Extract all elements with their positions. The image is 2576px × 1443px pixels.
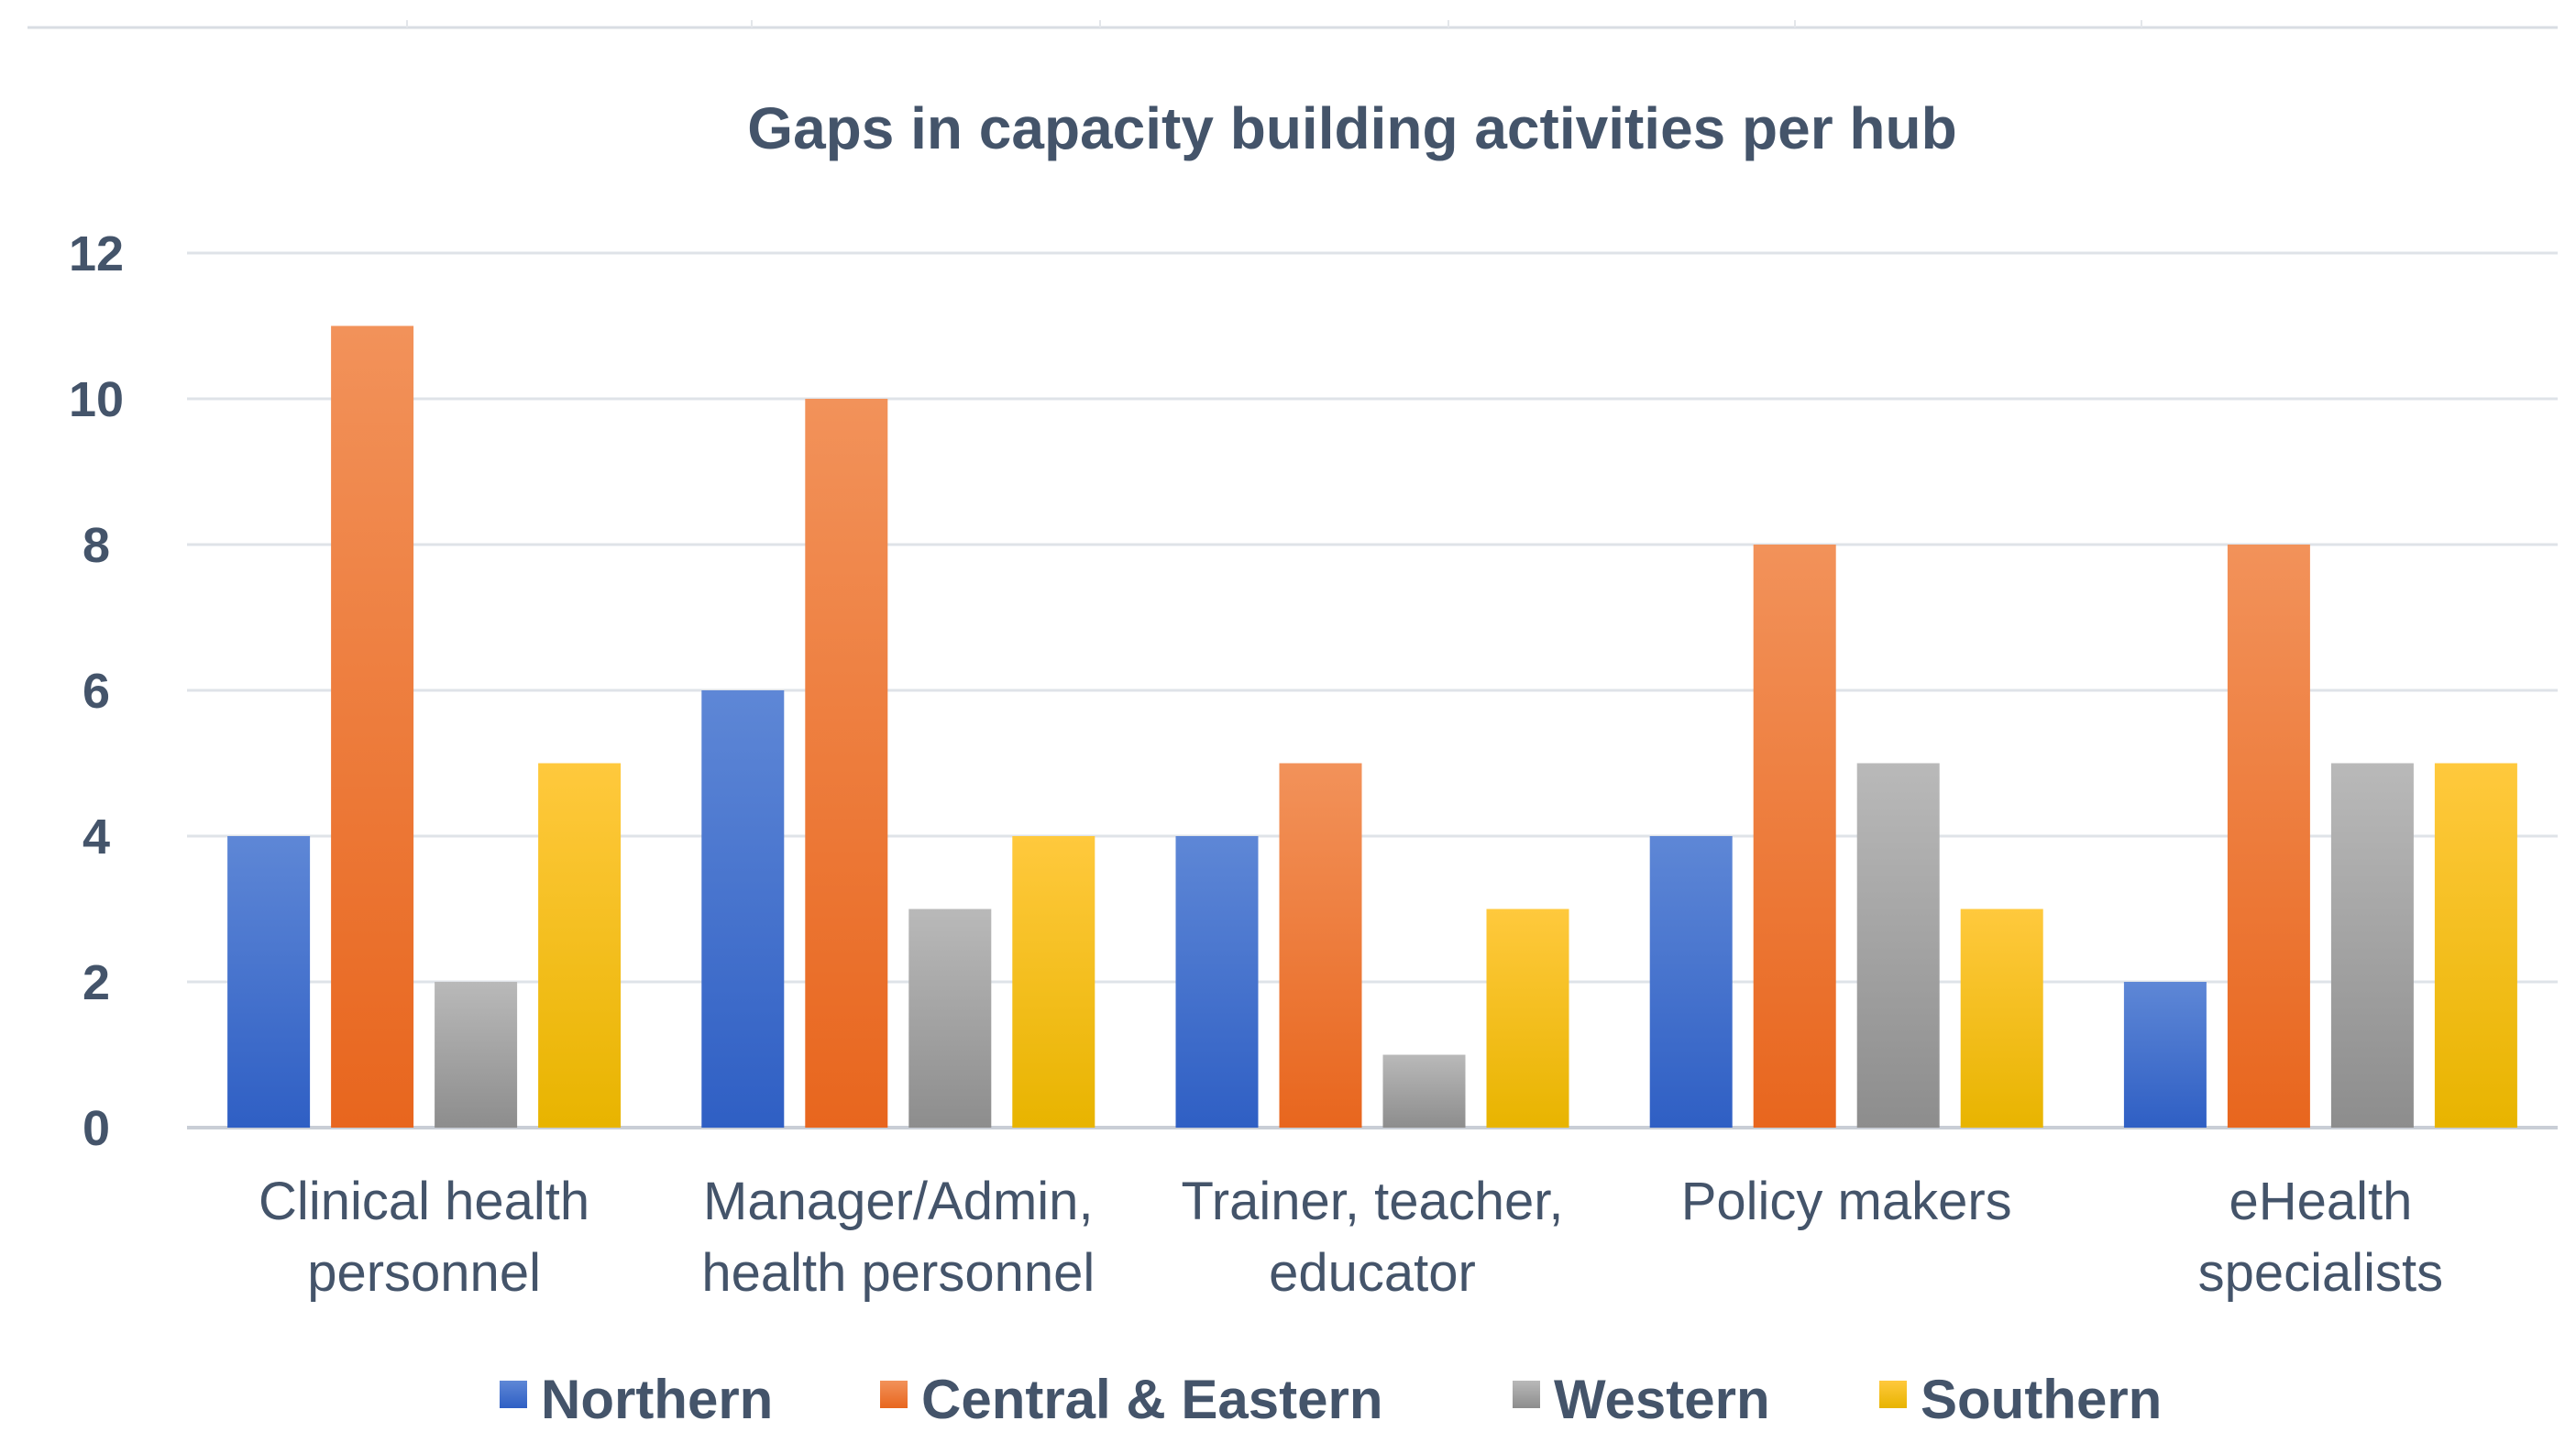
legend: Northern Central & Eastern Western Southern [500, 1369, 2162, 1430]
bars [227, 325, 2517, 1128]
bar-northern-3 [1649, 836, 1733, 1128]
x-category-label-line: Policy makers [1681, 1172, 2012, 1231]
y-tick-label: 8 [83, 518, 110, 573]
bar-western-3 [1856, 763, 1940, 1128]
bar-southern-0 [538, 763, 622, 1128]
legend-swatch [1513, 1381, 1540, 1408]
legend-swatch [880, 1381, 908, 1408]
bar-central-eastern-4 [2227, 545, 2310, 1128]
y-tick-label: 6 [83, 664, 110, 719]
bar-central-eastern-3 [1753, 545, 1836, 1128]
x-category-label: Manager/Admin, health personnel [701, 1172, 1095, 1303]
bar-northern-2 [1175, 836, 1259, 1128]
bar-western-4 [2330, 763, 2414, 1128]
legend-label: Northern [541, 1369, 773, 1430]
chart-top-border [28, 20, 2558, 29]
bar-western-1 [908, 909, 992, 1128]
legend-label: Western [1554, 1369, 1770, 1430]
x-category-label: Policy makers [1681, 1172, 2012, 1231]
chart-title: Gaps in capacity building activities per… [747, 95, 1956, 161]
x-category-label-line: Manager/Admin, [703, 1172, 1094, 1231]
bar-western-0 [435, 982, 518, 1128]
gridlines [187, 251, 2558, 1129]
x-category-label-line: eHealth [2229, 1172, 2412, 1231]
bar-central-eastern-1 [805, 399, 888, 1128]
bar-western-2 [1382, 1054, 1466, 1128]
x-category-label-line: Clinical health [259, 1172, 589, 1231]
y-tick-label: 4 [83, 810, 110, 865]
y-tick-label: 2 [83, 955, 110, 1010]
legend-label: Central & Eastern [921, 1369, 1383, 1430]
x-axis-labels: Clinical health personnel Manager/Admin, he… [259, 1172, 2443, 1303]
bar-northern-0 [227, 836, 311, 1128]
x-category-label: eHealth specialists [2198, 1172, 2444, 1303]
x-category-label-line: educator [1269, 1243, 1476, 1303]
x-category-label-line: specialists [2198, 1243, 2444, 1303]
x-category-label-line: health personnel [701, 1243, 1095, 1303]
y-tick-label: 12 [69, 226, 124, 281]
legend-swatch [500, 1381, 527, 1408]
x-category-label: Trainer, teacher, educator [1182, 1172, 1564, 1303]
x-category-label-line: Trainer, teacher, [1182, 1172, 1564, 1231]
bar-central-eastern-2 [1279, 763, 1362, 1128]
bar-central-eastern-0 [331, 325, 414, 1128]
bar-northern-4 [2123, 982, 2207, 1128]
legend-label: Southern [1921, 1369, 2162, 1430]
bar-southern-3 [1960, 909, 2043, 1128]
bar-southern-4 [2434, 763, 2517, 1128]
bar-southern-2 [1486, 909, 1569, 1128]
y-tick-label: 0 [83, 1101, 110, 1156]
bar-northern-1 [701, 690, 785, 1128]
bar-southern-1 [1012, 836, 1095, 1128]
legend-swatch [1879, 1381, 1907, 1408]
y-axis-ticks: 0 2 4 6 8 10 12 [69, 226, 124, 1156]
x-category-label-line: personnel [307, 1243, 541, 1303]
x-category-label: Clinical health personnel [259, 1172, 589, 1303]
y-tick-label: 10 [69, 372, 124, 427]
